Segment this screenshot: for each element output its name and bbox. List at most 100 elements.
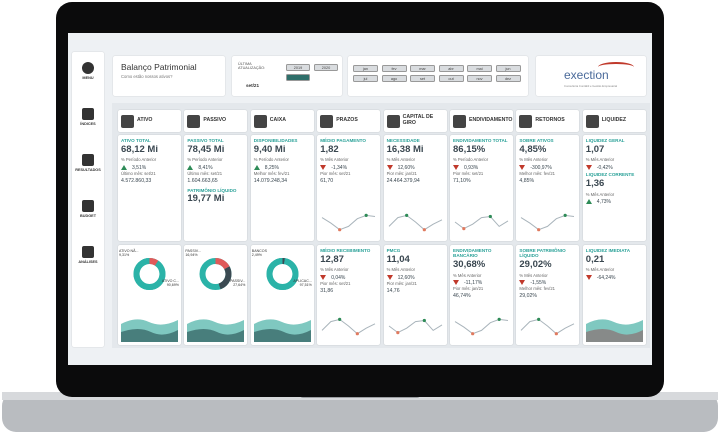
donut-slice [133,258,166,290]
kpi-card: PASSIVO TOTAL 78,45 Mi % Período Anterior 8… [184,135,248,241]
donut-data-label: ATIVO NÃ... 9,31% [119,249,147,258]
donut-slice-value: 97,51% [299,283,312,288]
kpi-value: 0,21 [585,253,605,265]
kpi-card: ATIVO TOTAL 68,12 Mi % Período Anterior 3,5… [118,135,181,241]
sparkline-path [454,215,509,230]
area-front [121,329,178,342]
month-button[interactable]: fev [381,65,407,72]
kpi-figure: 14,76 [386,288,400,295]
donut-slice-label: ATIVO NÃ... [119,249,139,253]
menu-item[interactable]: MENU [75,62,101,80]
kpi-note: Pior mês: set/21 [320,171,351,177]
kpi-note: Último mês: set/21 [187,171,223,177]
menu-item[interactable]: ANÁLISES [75,246,101,264]
month-button[interactable]: dez [495,75,521,82]
sparkline-min [338,228,342,232]
kpi-note: % Período Anterior [187,157,223,163]
year-button[interactable]: 2019 [286,64,310,71]
kpi-card: ENDIVIDAMENTO TOTAL 86,15% % Período Anter… [450,135,513,241]
month-button[interactable]: mar [410,65,435,72]
sparkline [321,213,376,232]
kpi-card: LIQUIDEZ IMEDIATA 0,21 % Mês Anterior -64,2… [582,245,646,345]
menu-label: ANÁLISES [78,260,98,264]
sparkline-max [497,317,501,321]
kpi-note: Pior mês: set/21 [453,171,484,177]
kpi-value: 1,36 [585,177,605,189]
kpi-card: MÉDIO PAGAMENTO 1,82 % Mês Anterior -1,34% P… [317,135,381,241]
menu-item[interactable]: BUDGET [75,200,101,218]
sparkline-min [537,228,541,232]
kpi-label: LIQUIDEZ CORRENTE [585,172,635,178]
month-button[interactable]: nov [467,75,492,82]
kpi-value: 16,38 Mi [386,143,424,155]
logo-panel: exection Consultoria Contábil e Gestão E… [536,56,646,96]
sparkline-path [388,214,442,231]
kpi-label: PMCG [386,248,401,253]
area-chart [121,319,178,342]
month-button[interactable]: jun [495,65,521,72]
month-button[interactable]: jan [353,65,378,72]
year-button[interactable]: 2020 [314,64,338,71]
sparkline-path [521,318,575,335]
month-button[interactable]: out [438,75,464,82]
sparkline [388,213,442,232]
month-button[interactable]: ago [381,75,407,82]
kpi-card: BANCOS 2,49% APLICAC... 97,51% [250,245,314,345]
kpi-down: 0,93% [453,165,510,171]
sparkline-max [537,317,541,321]
kpi-card: DISPONIBILIDADES 9,40 Mi % Período Anterio… [250,135,314,241]
donut-data-label: APLICAC... 97,51% [284,279,312,288]
column-title: ENDIVIDAMENTO [469,117,513,124]
kpi-figure: 4.572.860,33 [121,178,152,185]
month-button[interactable]: jul [353,75,378,82]
sparkline-min [355,332,360,336]
donut-data-label: PASSIV... 27,64% [217,279,245,288]
kpi-figure: 1.604.663,65 [187,178,218,185]
area-front [253,329,311,342]
column-icon [453,114,466,128]
month-button[interactable]: set [410,75,435,82]
column-header: PASSIVO [184,110,248,132]
kpi-card: NECESSIDADE 16,38 Mi % Mês Anterior 12,60% P… [383,135,447,241]
kpi-label: NECESSIDADE [386,138,420,143]
column-icon [121,114,134,128]
sparkline [454,317,509,336]
month-button[interactable]: abr [438,65,464,72]
column-icon [187,114,201,128]
sparkline-path [388,319,442,334]
kpi-down: 12,60% [387,165,444,171]
page-title: Balanço Patrimonial [121,62,197,72]
column-header: CAIXA [250,110,314,132]
kpi-card: MÉDIO RECEBIMENTO 12,87 % Mês Anterior 0,04… [317,245,381,345]
menu-label: ÍNDICES [80,122,96,126]
kpi-note: Pior mês: set/21 [320,281,351,287]
donut-slice-value: 2,49% [251,253,262,258]
kpi-card: PASSIV... 16,94% PASSIV... 27,64% [184,245,248,345]
kpi-value: 9,40 Mi [253,143,286,155]
menu-label: RESULTADOS [75,168,101,172]
month-button[interactable]: mai [467,65,492,72]
column-title: PASSIVO [203,117,227,124]
menu-item[interactable]: ÍNDICES [75,108,101,126]
kpi-card: PMCG 11,04 % Mês Anterior 12,60% Pior mês: j… [383,245,447,345]
sparkline-max [563,213,568,217]
area-chart [187,319,245,342]
kpi-note: % Mês Anterior [585,157,615,163]
year-button[interactable]: 2021 [286,74,310,81]
sparkline-max [364,213,368,217]
donut-chart [266,258,299,290]
menu-item[interactable]: RESULTADOS [75,154,101,172]
column-header: ATIVO [118,110,181,132]
kpi-note: % Período Anterior [253,157,289,163]
column-title: PRAZOS [336,117,358,124]
donut-slice-value: 16,94% [185,253,198,258]
kpi-note: Pior mês: jan/21 [453,286,484,292]
kpi-value: 68,12 Mi [121,143,158,155]
sparkline [388,318,442,335]
kpi-value: 30,68% [453,258,486,270]
laptop-base [2,392,718,432]
kpi-card: ENDIVIDAMENTO BANCÁRIO 30,68% % Mês Anteri… [450,245,513,345]
kpi-up: 4,73% [586,199,643,205]
column-title: RETORNOS [535,117,565,124]
kpi-note: Melhor mês: fev/21 [253,171,290,177]
